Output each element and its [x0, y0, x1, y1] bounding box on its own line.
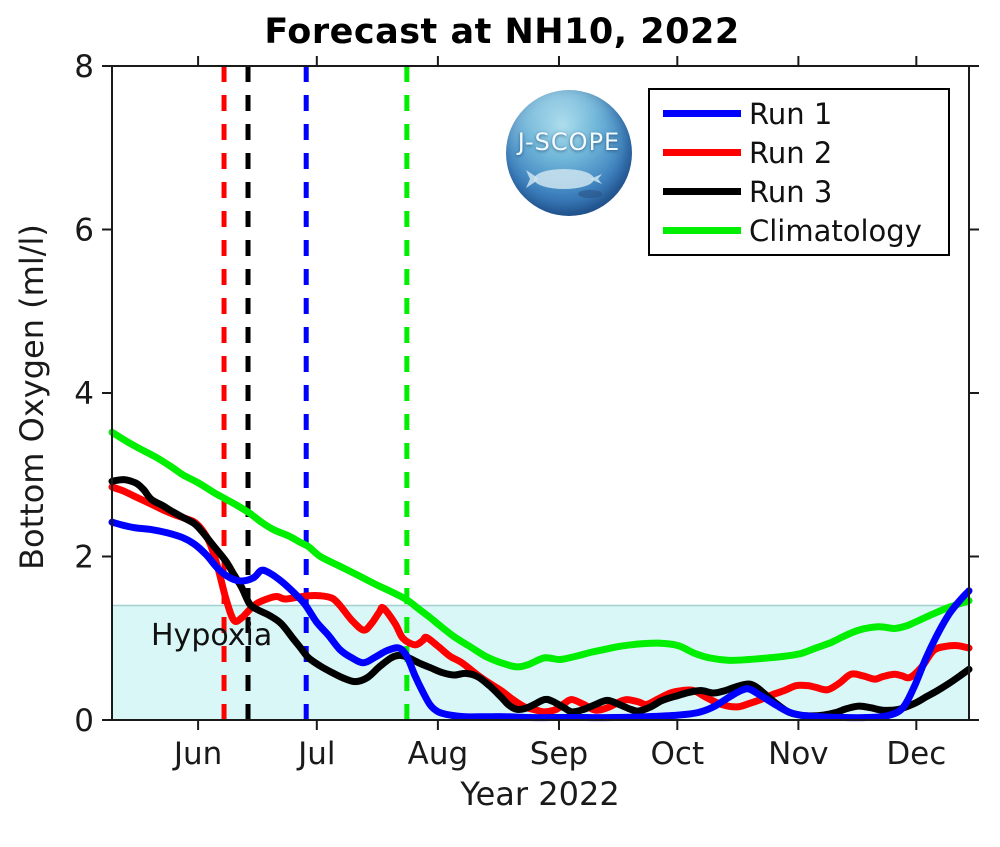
jscope-logo: J-SCOPE — [506, 90, 632, 216]
y-tick-label: 2 — [74, 540, 94, 576]
legend-item-run-3: Run 3 — [650, 175, 948, 209]
legend-label: Climatology — [749, 213, 922, 248]
legend-item-climatology: Climatology — [650, 214, 948, 248]
legend-item-run-1: Run 1 — [650, 97, 948, 131]
legend-line-sample — [663, 110, 741, 117]
legend-label: Run 2 — [749, 135, 833, 170]
x-tick-label: Aug — [408, 736, 469, 772]
jscope-logo-text: J-SCOPE — [517, 128, 621, 156]
legend-line-sample — [663, 188, 741, 195]
series-line-run-1 — [108, 518, 973, 722]
x-tick-label: Jun — [172, 736, 222, 772]
x-tick-label: Nov — [768, 736, 829, 772]
y-tick-label: 0 — [74, 703, 94, 739]
y-tick-label: 8 — [74, 49, 94, 85]
x-tick-label: Oct — [651, 736, 705, 772]
y-tick-label: 4 — [74, 376, 94, 412]
legend-item-run-2: Run 2 — [650, 136, 948, 170]
fish-icon — [526, 169, 602, 198]
x-tick-label: Dec — [886, 736, 946, 772]
x-tick-label: Sep — [530, 736, 588, 772]
x-tick-label: Jul — [296, 736, 335, 772]
series-line-climatology — [108, 428, 973, 671]
y-axis-label: Bottom Oxygen (ml/l) — [13, 224, 51, 570]
legend-line-sample — [663, 149, 741, 156]
x-axis-label: Year 2022 — [460, 775, 620, 813]
series-line-run-2 — [108, 483, 973, 716]
legend-label: Run 1 — [749, 96, 833, 131]
chart-title: Forecast at NH10, 2022 — [264, 12, 740, 52]
legend-line-sample — [663, 227, 741, 234]
legend-box: Run 1 Run 2 Run 3 Climatology — [648, 88, 950, 256]
y-tick-label: 6 — [74, 213, 94, 249]
legend-label: Run 3 — [749, 174, 833, 209]
hypoxia-label: Hypoxia — [151, 618, 273, 653]
